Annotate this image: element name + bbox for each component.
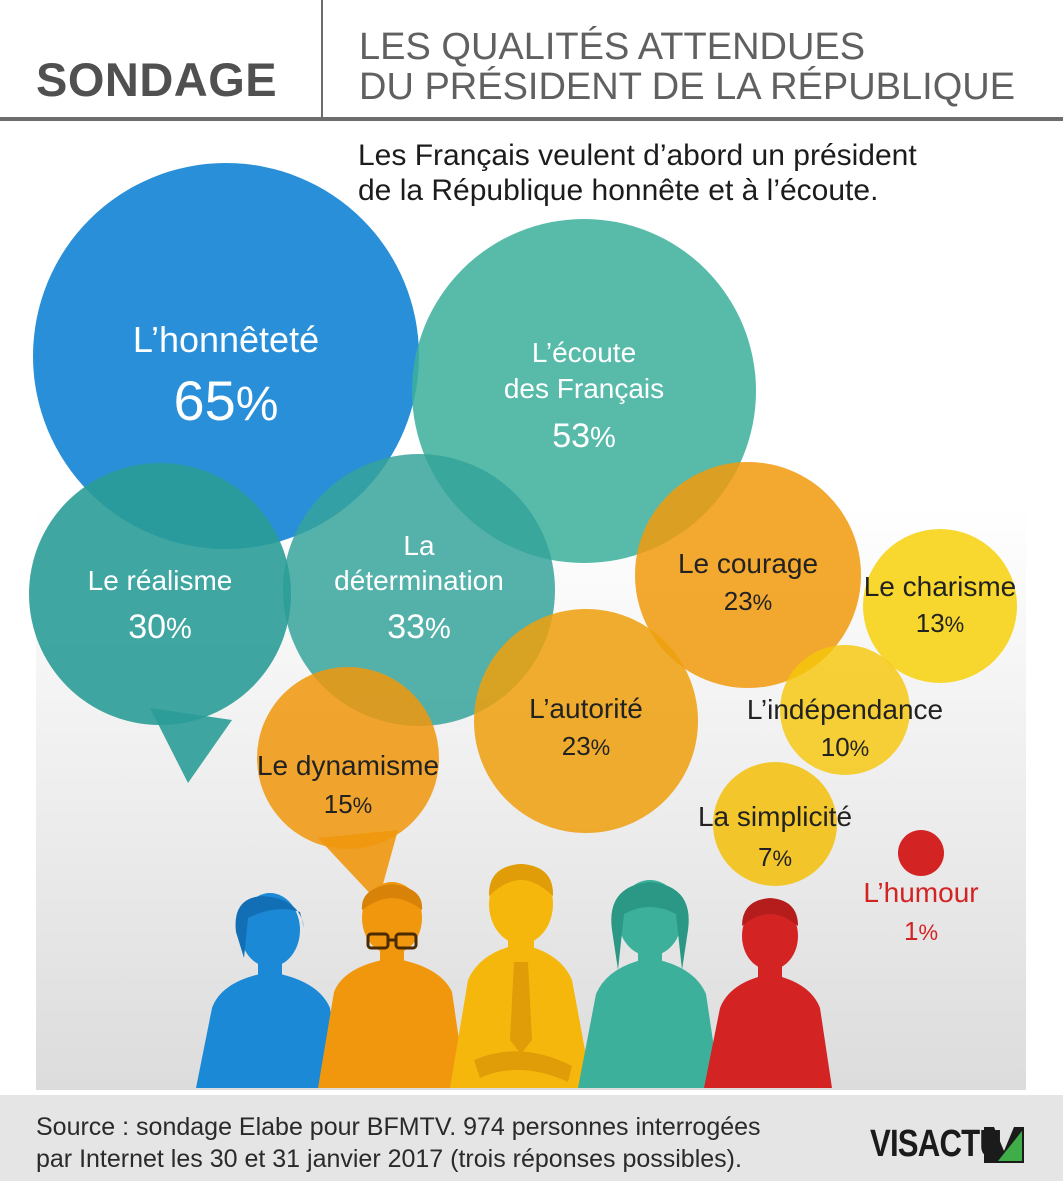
person-teal-woman (578, 880, 720, 1088)
bubble-7 (863, 529, 1017, 683)
person-red-man (704, 898, 832, 1088)
bubble-label-2-0: La (403, 530, 435, 561)
sondage-kicker: SONDAGE (36, 53, 278, 106)
bubble-8 (780, 645, 910, 775)
subtitle-line-1: Les Français veulent d’abord un présiden… (358, 139, 917, 172)
bubble-10 (898, 830, 944, 876)
person-blue-woman (196, 893, 340, 1088)
bubble-3 (29, 463, 291, 725)
bubble-0 (33, 163, 419, 549)
bubble-value-4: 23% (724, 586, 772, 616)
bubble-value-0: 65% (174, 369, 279, 432)
bubble-6 (257, 667, 439, 849)
people-illustration (196, 864, 832, 1088)
person-orange-man-glasses (318, 882, 466, 1088)
person-yellow-man-tie (450, 864, 592, 1088)
title-line-1: LES QUALITÉS ATTENDUES (359, 26, 866, 68)
bubble-5 (474, 609, 698, 833)
bubble-value-10: 1% (904, 916, 938, 946)
bubble-9 (713, 762, 837, 886)
bubble-1 (412, 219, 756, 563)
title-line-2: DU PRÉSIDENT DE LA RÉPUBLIQUE (359, 66, 1016, 108)
logo-mark (984, 1127, 1024, 1163)
bubble-label-2-1: détermination (334, 565, 504, 596)
footer: Source : sondage Elabe pour BFMTV. 974 p… (0, 1095, 1063, 1181)
bubble-4 (635, 462, 861, 688)
bubble-label-7-0: Le charisme (864, 571, 1017, 602)
bubble-label-8-0: L’indépendance (747, 694, 943, 725)
logo-text: VISACTU (870, 1123, 1002, 1165)
bubble-value-2: 33% (387, 608, 451, 646)
bubble-label-5-0: L’autorité (529, 693, 643, 724)
bubble-label-4-0: Le courage (678, 548, 818, 579)
bubble-value-5: 23% (562, 731, 610, 761)
bubble-label-0-0: L’honnêteté (133, 319, 319, 360)
bubble-value-6: 15% (324, 789, 372, 819)
bubble-value-7: 13% (916, 608, 964, 638)
bubble-value-9: 7% (758, 842, 792, 872)
bubble-label-9-0: La simplicité (698, 801, 852, 832)
bubble-label-6-0: Le dynamisme (257, 750, 439, 781)
bubble-value-3: 30% (128, 608, 192, 646)
source-line-2: par Internet les 30 et 31 janvier 2017 (… (36, 1145, 742, 1173)
bubble-label-3-0: Le réalisme (88, 565, 233, 596)
bubble-2 (283, 454, 555, 726)
bubble-label-10-0: L’humour (863, 877, 978, 908)
tail-realisme (150, 708, 232, 783)
bubble-label-1-1: des Français (504, 373, 664, 404)
header-separator (321, 0, 323, 118)
subtitle-line-2: de la République honnête et à l’écoute. (358, 174, 879, 207)
bubble-value-1: 53% (552, 417, 616, 455)
source-line-1: Source : sondage Elabe pour BFMTV. 974 p… (36, 1113, 761, 1141)
bubble-value-8: 10% (821, 732, 869, 762)
bubble-label-1-0: L’écoute (532, 337, 636, 368)
bubbles: L’honnêteté 65% L’écoute des Français 53% La d… (29, 163, 1017, 946)
header-rule (0, 117, 1063, 121)
